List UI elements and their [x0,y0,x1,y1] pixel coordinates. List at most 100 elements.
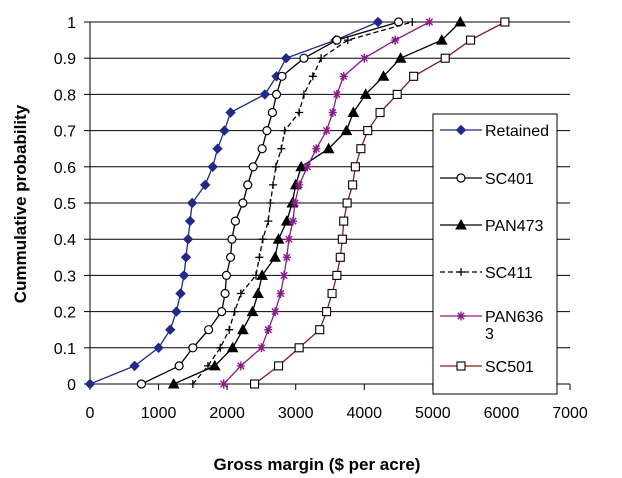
data-point [277,289,285,298]
data-point [395,18,403,26]
data-point [340,72,348,81]
y-tick-label: 0.6 [54,160,76,177]
data-point [184,235,193,244]
data-point [237,361,245,370]
data-point [364,127,372,135]
data-point [271,307,279,316]
data-point [182,253,191,262]
x-tick-labels: 0 1000 2000 3000 4000 5000 6000 7000 [86,405,588,422]
data-point [501,18,509,26]
legend-label: SC401 [485,171,534,188]
data-point [295,180,303,189]
data-point [280,271,288,280]
data-point [205,326,213,334]
data-point [270,252,280,261]
data-point [348,108,358,117]
data-point [441,54,449,62]
y-tick-label: 0.9 [54,51,76,68]
data-point [333,271,341,279]
data-point [86,380,95,389]
data-point [257,343,265,352]
data-point [244,181,252,189]
data-point [166,325,175,334]
legend-label: SC501 [485,359,534,376]
x-tick-label: 5000 [415,405,451,422]
data-point [351,163,359,171]
data-point [467,36,475,44]
data-point [231,217,239,225]
data-point [338,235,346,243]
data-point [278,72,286,80]
data-point [264,325,272,334]
data-point [268,109,276,117]
data-point [175,362,183,370]
data-point [218,308,226,316]
x-tick-label: 3000 [278,405,314,422]
data-point [137,380,145,388]
data-point [227,253,235,261]
legend-marker [457,174,465,182]
data-point [312,144,320,153]
data-point [309,72,317,80]
data-point [323,308,331,316]
legend-marker [457,312,465,321]
legend-label: PAN473 [485,218,544,235]
data-point [213,144,222,153]
data-point [340,217,348,225]
data-point [295,109,303,117]
data-point [238,325,248,334]
legend-marker [457,362,465,370]
data-point [357,145,365,153]
data-point [336,253,344,261]
y-tick-label: 0.3 [54,268,76,285]
data-point [208,162,217,171]
data-point [266,199,274,207]
data-point [374,18,383,27]
data-point [277,145,285,153]
data-point [391,36,399,45]
y-tick-label: 0 [67,377,76,394]
data-point [172,307,181,316]
data-point [259,235,267,243]
data-point [410,72,418,80]
data-point [255,253,263,261]
data-point [291,199,299,208]
data-point [225,326,233,334]
y-axis-title: Cummulative probability [11,104,30,303]
x-tick-label: 0 [86,405,95,422]
data-point [295,344,303,352]
data-point [220,126,229,135]
data-point [343,199,351,207]
data-point [216,344,224,352]
x-tick-label: 4000 [346,405,382,422]
data-point [186,217,195,226]
data-point [300,54,308,62]
y-tick-label: 0.1 [54,341,76,358]
legend-label-line2: 3 [485,326,494,343]
data-point [239,199,247,207]
legend-label: PAN636 [485,309,544,326]
data-point [425,18,433,27]
data-point [264,217,272,225]
data-point [273,90,281,98]
data-point [258,145,266,153]
x-tick-label: 2000 [209,405,245,422]
data-point [333,36,341,44]
x-tick-label: 1000 [141,405,177,422]
data-point [349,181,357,189]
data-point [188,199,197,208]
data-point [275,362,283,370]
data-point [221,290,229,298]
data-point [329,108,337,117]
y-tick-label: 0.4 [54,232,76,249]
data-point [249,163,257,171]
data-point [253,289,263,298]
data-point [272,163,280,171]
data-point [226,108,235,117]
data-point [303,162,311,171]
data-point [189,344,197,352]
data-point [360,54,368,63]
data-point [231,308,239,316]
legend-label: Retained [485,123,549,140]
